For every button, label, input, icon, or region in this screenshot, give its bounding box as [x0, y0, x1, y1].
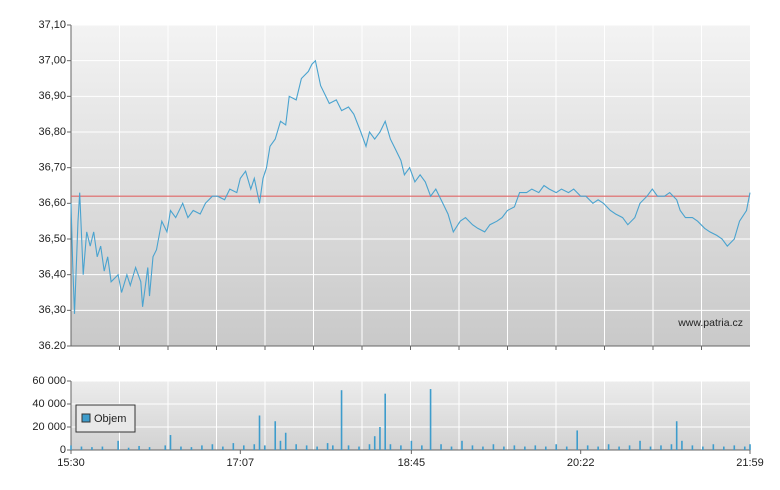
volume-bar — [91, 447, 93, 450]
volume-bar — [101, 446, 104, 450]
volume-bar — [586, 445, 589, 450]
volume-bar — [279, 440, 282, 450]
volume-bar — [347, 445, 350, 450]
volume-bar — [243, 445, 245, 450]
volume-bar — [482, 446, 484, 450]
volume-bar — [639, 440, 641, 450]
y-tick-label: 36,90 — [38, 90, 66, 102]
volume-bar — [274, 421, 277, 450]
volume-bar — [628, 445, 631, 450]
y-tick-label: 36,50 — [38, 233, 66, 245]
volume-bar — [429, 389, 432, 450]
volume-bar — [384, 393, 386, 450]
volume-bar — [117, 440, 119, 450]
legend-swatch — [81, 413, 91, 423]
volume-bar — [461, 440, 463, 450]
legend-label: Objem — [94, 413, 126, 425]
y-tick-label: 36,70 — [38, 162, 66, 174]
volume-bar — [358, 446, 360, 450]
volume-bar — [332, 445, 334, 450]
volume-bar — [749, 444, 751, 450]
volume-bar — [743, 446, 746, 450]
volume-bar — [127, 447, 130, 450]
y-tick-label: 36,30 — [38, 304, 66, 316]
volume-bar — [316, 446, 318, 450]
volume-bar — [295, 444, 297, 450]
volume-bar — [421, 445, 423, 450]
y-tick-label: 36,40 — [38, 269, 66, 281]
volume-bar — [649, 446, 652, 450]
volume-bar — [169, 435, 172, 450]
watermark: www.patria.cz — [677, 317, 743, 329]
volume-bar — [723, 446, 725, 450]
volume-bar — [681, 440, 683, 450]
y-tick-label: 0 — [60, 444, 66, 456]
volume-bar — [524, 446, 526, 450]
volume-bar — [373, 436, 376, 450]
volume-bar — [148, 447, 151, 450]
volume-bar — [670, 444, 673, 450]
volume-bar — [544, 446, 547, 450]
volume-bar — [326, 443, 329, 450]
volume-bar — [340, 390, 343, 450]
volume-bar — [211, 444, 214, 450]
volume-bar — [565, 446, 568, 450]
volume-bar — [618, 446, 620, 450]
volume-bar — [712, 444, 715, 450]
volume-bar — [379, 427, 381, 450]
volume-bar — [702, 446, 704, 450]
volume-bar — [492, 444, 495, 450]
y-tick-label: 36,80 — [38, 126, 66, 138]
volume-bar — [691, 445, 694, 450]
x-tick-label: 17:07 — [227, 457, 255, 469]
y-tick-label: 60 000 — [32, 375, 66, 387]
volume-bar — [138, 445, 140, 450]
volume-bar — [450, 446, 453, 450]
volume-bar — [190, 447, 193, 450]
y-tick-label: 36,60 — [38, 197, 66, 209]
x-tick-label: 18:45 — [398, 457, 426, 469]
volume-bar — [576, 430, 578, 450]
volume-bar — [597, 446, 599, 450]
volume-bar — [660, 445, 662, 450]
volume-bar — [164, 445, 167, 450]
volume-bar — [389, 444, 392, 450]
price-line — [70, 59, 751, 314]
volume-bar — [305, 445, 308, 450]
y-tick-label: 37,00 — [38, 55, 66, 67]
y-tick-label: 20 000 — [32, 421, 66, 433]
volume-bar — [555, 444, 558, 450]
volume-bar — [400, 445, 402, 450]
x-tick-label: 20:22 — [567, 457, 595, 469]
x-tick-label: 15:30 — [57, 457, 85, 469]
volume-bar — [284, 432, 287, 450]
y-tick-label: 40 000 — [32, 398, 66, 410]
volume-bar — [733, 445, 736, 450]
volume-bar — [410, 440, 413, 450]
volume-bar — [471, 445, 474, 450]
volume-bar — [70, 445, 72, 450]
volume-bar — [607, 444, 610, 450]
volume-bar — [534, 445, 537, 450]
volume-bar — [503, 446, 505, 450]
volume-bar — [253, 444, 256, 450]
volume-bar — [440, 444, 442, 450]
volume-bar — [222, 446, 224, 450]
volume-bar — [80, 446, 83, 450]
volume-bar — [368, 444, 371, 450]
volume-bar — [263, 445, 266, 450]
x-tick-label: 21:59 — [736, 457, 764, 469]
y-tick-label: 37,10 — [38, 19, 66, 31]
y-tick-label: 36.20 — [38, 340, 66, 352]
volume-bar — [513, 445, 516, 450]
volume-bar — [258, 415, 261, 450]
volume-bar — [180, 446, 182, 450]
volume-bar — [675, 421, 678, 450]
volume-bar — [232, 443, 235, 450]
volume-bar — [201, 445, 203, 450]
